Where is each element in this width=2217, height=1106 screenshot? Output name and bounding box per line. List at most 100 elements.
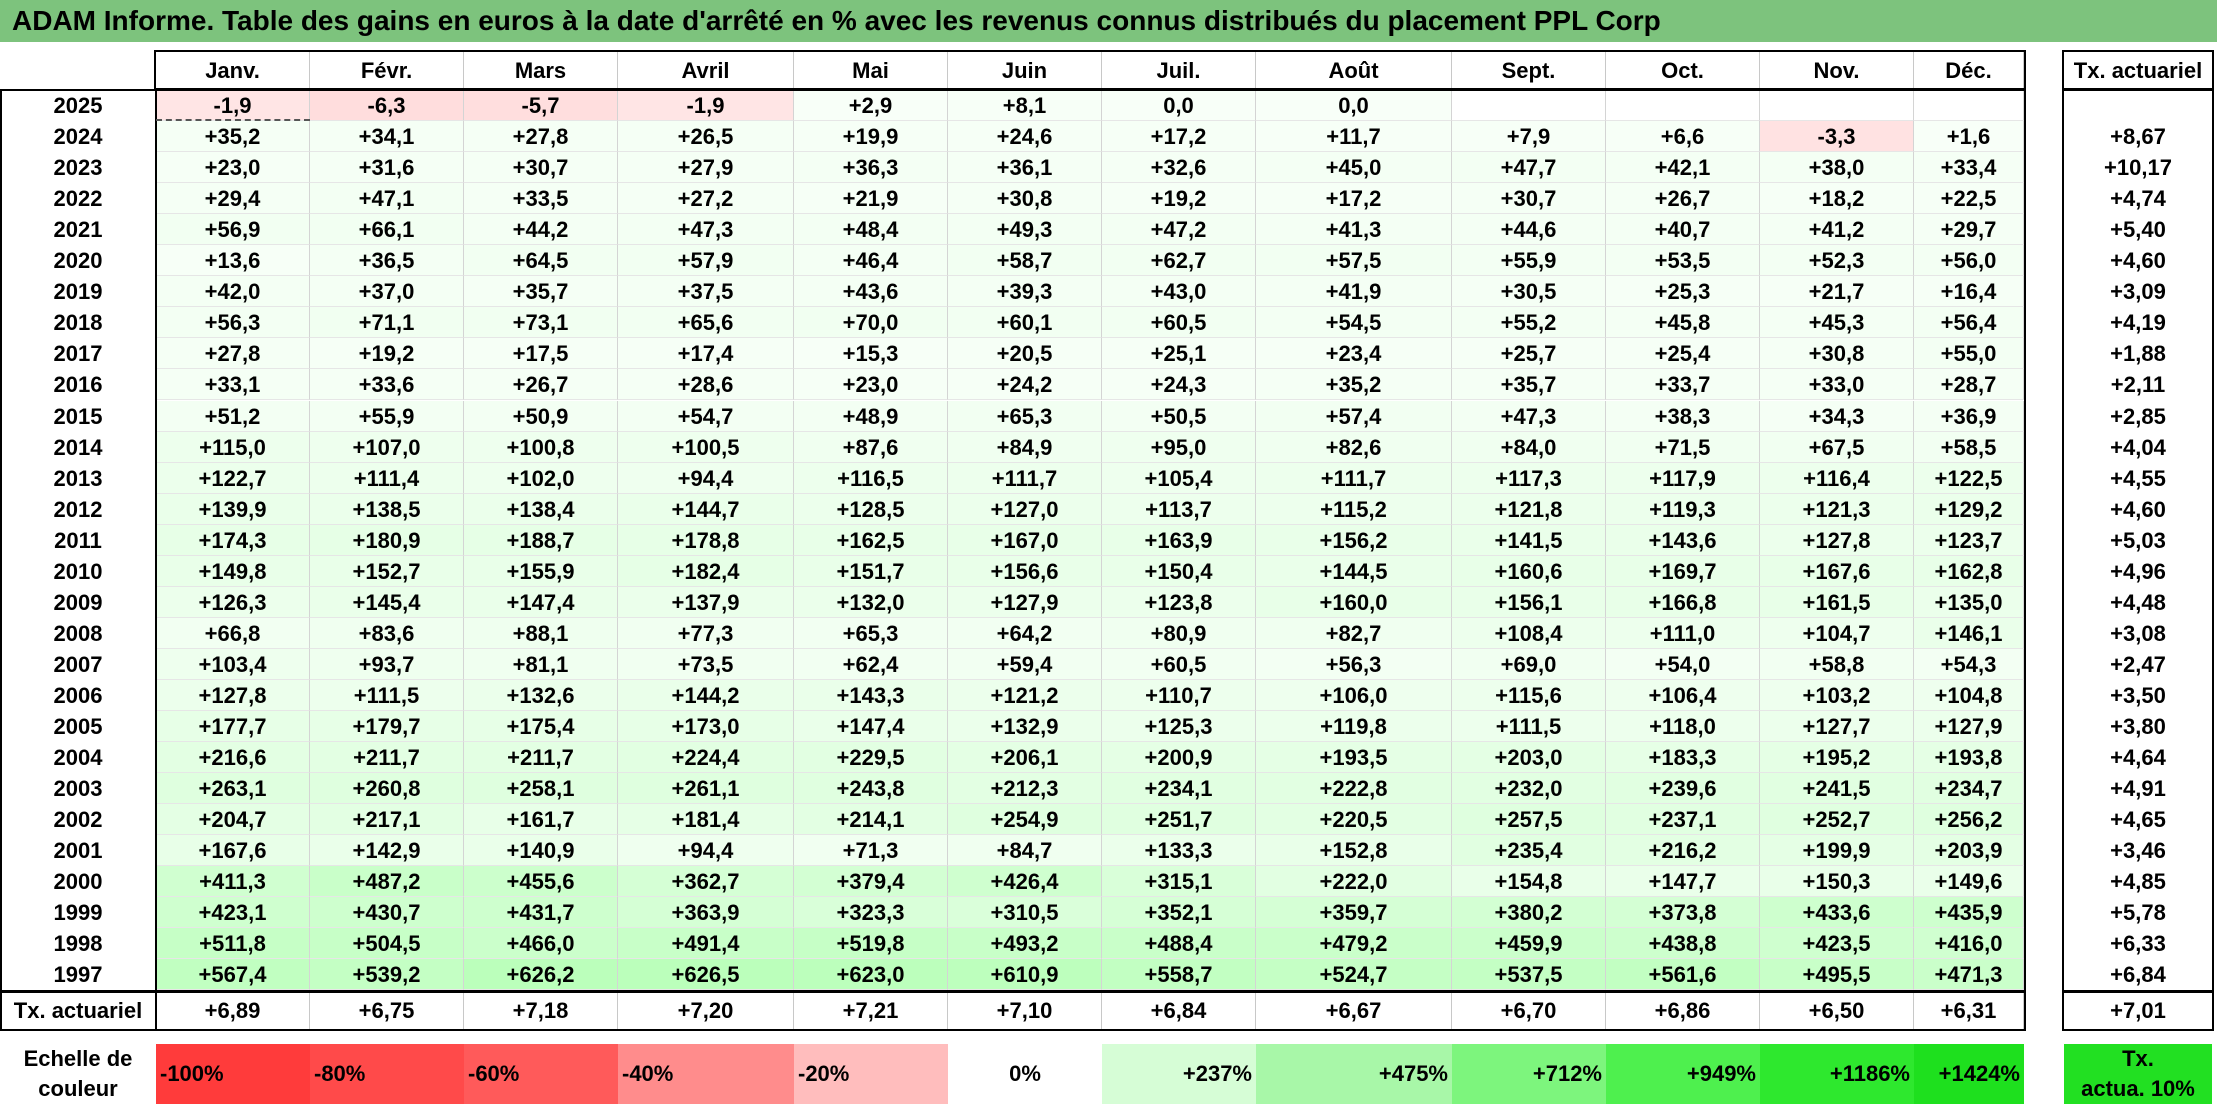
- table-cell: +65,6: [618, 307, 794, 339]
- table-cell: +43,6: [794, 276, 948, 308]
- table-cell: +110,7: [1102, 679, 1256, 711]
- table-cell: +167,6: [1760, 555, 1914, 587]
- table-cell: +217,1: [310, 804, 464, 836]
- table-cell: +95,0: [1102, 431, 1256, 463]
- table-cell: +54,3: [1914, 648, 2024, 680]
- table-cell: +431,7: [464, 897, 618, 929]
- month-header: Avril: [618, 52, 794, 90]
- table-cell: +211,7: [464, 742, 618, 774]
- table-cell: +127,9: [1914, 711, 2024, 743]
- table-cell: +135,0: [1914, 586, 2024, 618]
- table-cell: +144,7: [618, 493, 794, 525]
- table-cell: +56,3: [156, 307, 310, 339]
- table-cell: +36,5: [310, 245, 464, 277]
- table-cell: +66,8: [156, 617, 310, 649]
- table-cell: +252,7: [1760, 804, 1914, 836]
- table-cell: +166,8: [1606, 586, 1760, 618]
- table-cell: +116,5: [794, 462, 948, 494]
- table-cell: +40,7: [1606, 214, 1760, 246]
- footer-value: +7,18: [464, 992, 618, 1030]
- table-cell: +24,6: [948, 121, 1102, 153]
- table-cell: +55,2: [1452, 307, 1606, 339]
- table-cell: +121,8: [1452, 493, 1606, 525]
- table-cell: +111,4: [310, 462, 464, 494]
- table-cell: +182,4: [618, 555, 794, 587]
- table-cell: +57,4: [1256, 400, 1452, 432]
- actuarial-value: +5,78: [2110, 900, 2166, 926]
- table-cell: +206,1: [948, 742, 1102, 774]
- table-cell: +128,5: [794, 493, 948, 525]
- actuarial-value: +4,55: [2110, 465, 2166, 491]
- table-cell: +493,2: [948, 928, 1102, 960]
- table-cell: +47,7: [1452, 152, 1606, 184]
- table-cell: +47,1: [310, 183, 464, 215]
- year-label: 2020: [53, 248, 103, 274]
- table-cell: +83,6: [310, 617, 464, 649]
- year-label: 2004: [53, 745, 103, 771]
- table-cell: +426,4: [948, 866, 1102, 898]
- table-cell: +138,4: [464, 493, 618, 525]
- footer-value: +6,70: [1452, 992, 1606, 1030]
- table-cell: +122,7: [156, 462, 310, 494]
- table-cell: +222,8: [1256, 773, 1452, 805]
- scale-swatch: -80%: [310, 1044, 464, 1104]
- table-cell: +27,8: [464, 121, 618, 153]
- table-cell: +359,7: [1256, 897, 1452, 929]
- table-cell: +132,0: [794, 586, 948, 618]
- table-cell: +25,7: [1452, 338, 1606, 370]
- table-cell: +167,0: [948, 524, 1102, 556]
- table-cell: +35,2: [1256, 369, 1452, 401]
- table-cell: +180,9: [310, 524, 464, 556]
- table-cell: +471,3: [1914, 959, 2024, 991]
- year-label: 2011: [54, 527, 102, 553]
- table-cell: +19,2: [1102, 183, 1256, 215]
- table-cell: +50,5: [1102, 400, 1256, 432]
- table-cell: +141,5: [1452, 524, 1606, 556]
- table-cell: +133,3: [1102, 835, 1256, 867]
- table-cell: +144,2: [618, 679, 794, 711]
- table-cell: +36,1: [948, 152, 1102, 184]
- table-cell: +121,3: [1760, 493, 1914, 525]
- month-header: Déc.: [1914, 52, 2024, 90]
- scale-swatch: +1186%: [1760, 1044, 1914, 1104]
- table-cell: +352,1: [1102, 897, 1256, 929]
- month-header: Juin: [948, 52, 1102, 90]
- table-cell: +118,0: [1606, 711, 1760, 743]
- table-cell: +25,4: [1606, 338, 1760, 370]
- table-cell: +243,8: [794, 773, 948, 805]
- table-cell: +416,0: [1914, 928, 2024, 960]
- table-cell: +33,0: [1760, 369, 1914, 401]
- table-cell: +373,8: [1606, 897, 1760, 929]
- table-cell: +104,8: [1914, 679, 2024, 711]
- table-cell: +123,7: [1914, 524, 2024, 556]
- table-cell: +140,9: [464, 835, 618, 867]
- table-cell: +626,2: [464, 959, 618, 991]
- table-cell: +58,7: [948, 245, 1102, 277]
- table-cell: +56,0: [1914, 245, 2024, 277]
- table-cell: +161,5: [1760, 586, 1914, 618]
- actuarial-value: +4,60: [2110, 496, 2166, 522]
- table-cell: +69,0: [1452, 648, 1606, 680]
- actuarial-value: +3,09: [2110, 279, 2166, 305]
- table-cell: +46,4: [794, 245, 948, 277]
- table-cell: +41,2: [1760, 214, 1914, 246]
- table-cell: +30,8: [1760, 338, 1914, 370]
- month-header: Oct.: [1606, 52, 1760, 90]
- table-cell: +56,3: [1256, 648, 1452, 680]
- table-cell: +49,3: [948, 214, 1102, 246]
- actuarial-value: +4,60: [2110, 248, 2166, 274]
- table-cell: +65,3: [948, 400, 1102, 432]
- year-divider: [155, 90, 157, 1030]
- table-cell: +127,8: [156, 679, 310, 711]
- table-cell: +117,3: [1452, 462, 1606, 494]
- table-cell: +147,4: [464, 586, 618, 618]
- table-cell: +150,3: [1760, 866, 1914, 898]
- table-cell: +42,0: [156, 276, 310, 308]
- scale-label: Echelle de couleur: [0, 1044, 156, 1104]
- table-cell: +30,7: [1452, 183, 1606, 215]
- table-cell: +216,2: [1606, 835, 1760, 867]
- year-label: 2018: [53, 310, 103, 336]
- table-cell: +38,3: [1606, 400, 1760, 432]
- table-cell: +13,6: [156, 245, 310, 277]
- table-cell: +257,5: [1452, 804, 1606, 836]
